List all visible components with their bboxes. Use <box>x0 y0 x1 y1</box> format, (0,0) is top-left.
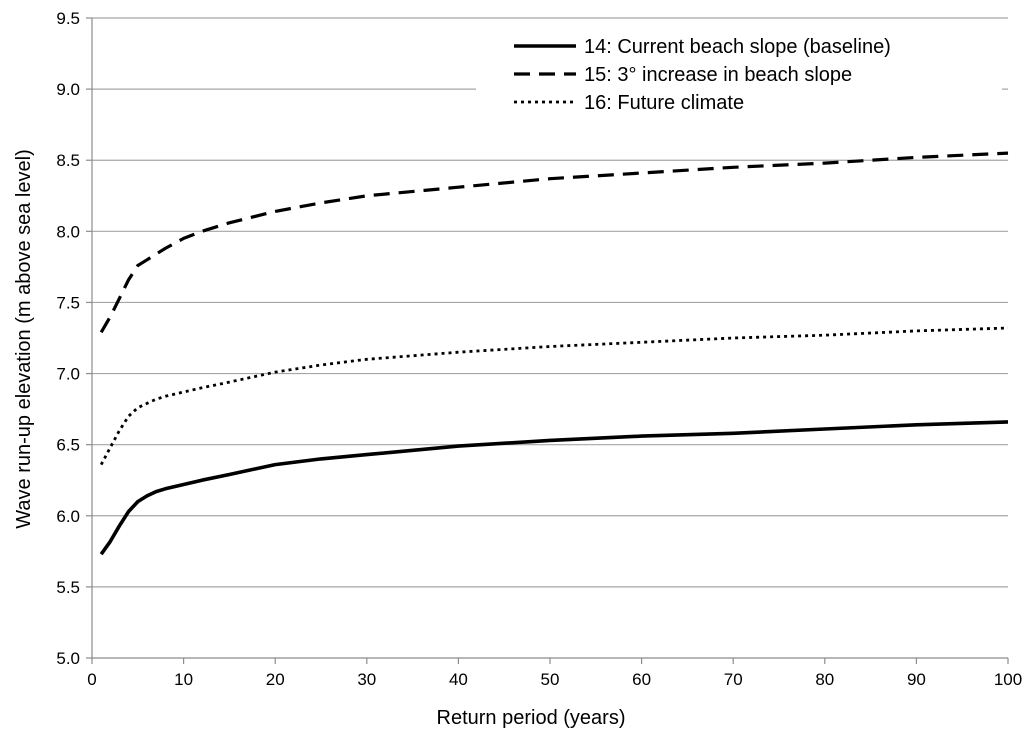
series-layer <box>99 151 1009 556</box>
x-tick-label: 30 <box>357 670 376 689</box>
x-axis-title: Return period (years) <box>437 707 626 729</box>
y-tick-label: 7.5 <box>56 293 80 312</box>
series-line-3 <box>99 326 1009 466</box>
y-tick-label: 9.0 <box>56 80 80 99</box>
y-tick-label: 8.0 <box>56 222 80 241</box>
grid-layer <box>92 17 1008 588</box>
y-axis-title: Wave run-up elevation (m above sea level… <box>13 149 35 528</box>
x-tick-label: 20 <box>266 670 285 689</box>
y-tick-label: 7.0 <box>56 365 80 384</box>
y-tick-label: 6.0 <box>56 507 80 526</box>
legend-label-2: 15: 3° increase in beach slope <box>584 64 852 86</box>
legend: 14: Current beach slope (baseline) 15: 3°… <box>476 26 1002 126</box>
axis-labels: Return period (years) Wave run-up elevat… <box>13 149 625 729</box>
y-tick-label: 8.5 <box>56 151 80 170</box>
x-tick-label: 100 <box>994 670 1022 689</box>
y-tick-label: 6.5 <box>56 436 80 455</box>
legend-background <box>476 26 1002 126</box>
x-tick-label: 40 <box>449 670 468 689</box>
y-tick-label: 5.0 <box>56 649 80 668</box>
x-tick-label: 50 <box>541 670 560 689</box>
x-tick-label: 70 <box>724 670 743 689</box>
legend-label-3: 16: Future climate <box>584 92 744 114</box>
x-tick-label: 60 <box>632 670 651 689</box>
axis-layer: 5.0 5.5 6.0 6.5 7.0 7.5 8.0 8.5 9.0 9.5 0 10 20 30 40 5… <box>56 9 1022 689</box>
legend-label-1: 14: Current beach slope (baseline) <box>584 36 891 58</box>
x-tick-label: 90 <box>907 670 926 689</box>
y-tick-label: 9.5 <box>56 9 80 28</box>
y-tick-label: 5.5 <box>56 578 80 597</box>
series-line-1 <box>99 420 1009 556</box>
x-tick-label: 0 <box>87 670 96 689</box>
x-tick-label: 10 <box>174 670 193 689</box>
x-tick-label: 80 <box>815 670 834 689</box>
series-line-2 <box>99 151 1009 334</box>
